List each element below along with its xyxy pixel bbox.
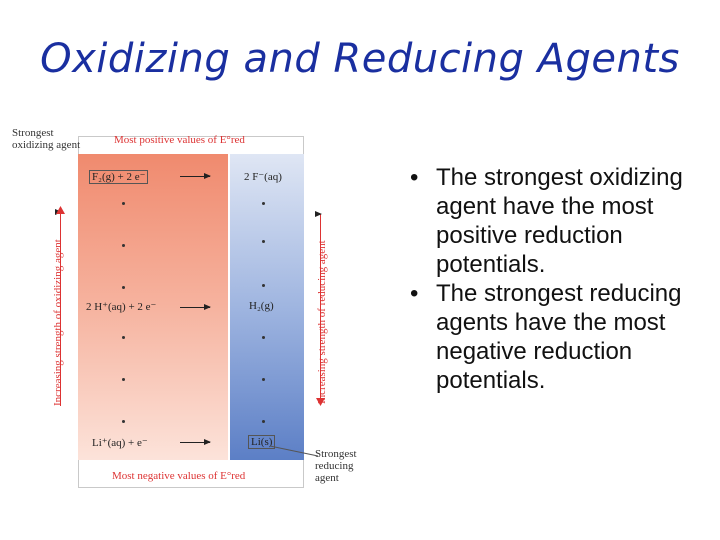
dot: [122, 286, 125, 289]
left-axis-arrowhead: [56, 206, 65, 214]
dot: [262, 420, 265, 423]
bullet-text: The strongest reducing agents have the m…: [436, 280, 682, 394]
bullet-text: The strongest oxidizing agent have the m…: [436, 164, 683, 278]
row1-arrow: [180, 173, 211, 179]
dot: [122, 420, 125, 423]
dot: [262, 284, 265, 287]
dot: [262, 378, 265, 381]
top-header: Most positive values of E°red: [114, 134, 245, 146]
right-axis-arrowhead: [316, 398, 325, 406]
dot: [122, 202, 125, 205]
dot: [122, 244, 125, 247]
row3-arrow: [180, 439, 211, 445]
row1-right: 2 F⁻(aq): [244, 171, 282, 183]
row1-left: F₂(g) + 2 e⁻: [89, 170, 149, 184]
dot: [122, 336, 125, 339]
right-axis-label: Increasing strength of reducing agent: [316, 240, 328, 404]
dot: [262, 202, 265, 205]
row2-arrow: [180, 304, 211, 310]
bottom-header: Most negative values of E°red: [112, 470, 246, 482]
dot: [262, 336, 265, 339]
bullet-marker: •: [410, 280, 419, 307]
bullet-item: • The strongest reducing agents have the…: [410, 279, 710, 395]
row2-left: 2 H⁺(aq) + 2 e⁻: [86, 301, 157, 313]
strongest-oxidizing-label: Strongest oxidizing agent: [12, 127, 81, 151]
bullet-list: • The strongest oxidizing agent have the…: [410, 163, 710, 395]
reducing-column: [230, 154, 304, 460]
bullet-marker: •: [410, 164, 419, 191]
bullet-item: • The strongest oxidizing agent have the…: [410, 163, 710, 279]
slide-title: Oxidizing and Reducing Agents: [40, 36, 680, 82]
dot: [122, 378, 125, 381]
dot: [262, 240, 265, 243]
row3-left: Li⁺(aq) + e⁻: [92, 437, 148, 449]
row3-right: Li(s): [248, 435, 276, 449]
right-axis-line: [315, 211, 322, 400]
left-axis-label: Increasing strength of oxidizing agent: [52, 239, 64, 406]
row2-right: H₂(g): [249, 300, 274, 312]
strongest-reducing-label: Strongest reducing agent: [315, 448, 357, 484]
pointer-line: [269, 445, 319, 457]
